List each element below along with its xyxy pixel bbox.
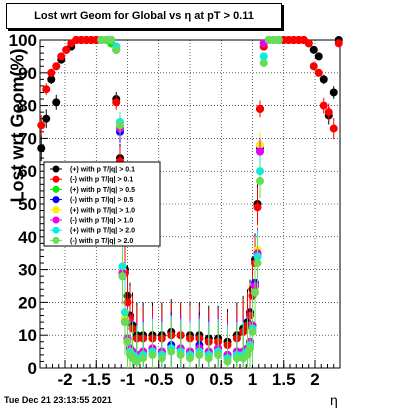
legend-label: (-) with p T/|q| > 2.0 <box>70 238 133 245</box>
data-point <box>251 288 259 297</box>
data-point <box>309 62 318 71</box>
data-point <box>204 354 213 363</box>
legend-marker <box>52 226 60 234</box>
data-point <box>259 58 268 67</box>
data-point <box>52 62 61 71</box>
data-point <box>62 45 71 54</box>
y-tick-label: 40 <box>18 228 37 247</box>
data-point <box>253 259 262 268</box>
series-8 <box>97 36 283 368</box>
data-point <box>314 52 323 61</box>
chart-title: Lost wrt Geom for Global vs η at pT > 0.… <box>6 3 282 29</box>
data-point <box>195 350 204 359</box>
data-point <box>112 98 121 107</box>
y-tick-label: 30 <box>18 261 37 280</box>
x-tick-label: -1 <box>120 370 135 389</box>
data-point <box>186 354 194 363</box>
y-tick-label: 0 <box>28 359 37 378</box>
data-point <box>37 121 46 130</box>
legend-marker <box>52 196 60 204</box>
data-point <box>329 124 338 133</box>
data-point <box>132 357 141 366</box>
legend-label: (-) with p T/|q| > 0.5 <box>70 197 133 204</box>
legend-label: (+) with p T/|q| > 0.5 <box>70 187 135 194</box>
data-point <box>116 121 124 130</box>
data-point <box>42 85 51 94</box>
legend-marker <box>52 185 60 193</box>
data-point <box>112 45 121 54</box>
data-point <box>334 39 343 48</box>
x-tick-label: 1.5 <box>272 370 296 389</box>
data-point <box>139 354 148 363</box>
data-point <box>148 350 157 359</box>
data-point <box>256 177 264 186</box>
timestamp: Tue Dec 21 23:13:55 2021 <box>4 395 112 405</box>
data-point <box>329 88 338 97</box>
data-point <box>176 350 185 359</box>
data-point <box>37 144 46 153</box>
data-point <box>253 203 262 212</box>
y-tick-label: 90 <box>18 64 37 83</box>
x-tick-label: -0.5 <box>144 370 173 389</box>
x-tick-label: -1.5 <box>82 370 111 389</box>
data-point <box>47 75 56 84</box>
legend-marker <box>52 206 60 214</box>
legend-marker <box>52 216 60 224</box>
legend-marker <box>52 165 60 173</box>
legend-label: (+) with p T/|q| > 2.0 <box>70 228 135 235</box>
data-point <box>52 98 61 107</box>
data-point <box>256 104 264 113</box>
legend-label: (-) with p T/|q| > 1.0 <box>70 218 133 225</box>
x-tick-label: 0 <box>185 370 194 389</box>
y-tick-label: 10 <box>18 326 37 345</box>
data-point <box>167 347 176 356</box>
y-axis-title: Lost wrt Geom(%) <box>7 48 28 203</box>
data-point <box>107 36 116 44</box>
y-tick-label: 100 <box>9 31 37 50</box>
data-point <box>42 114 51 123</box>
data-series <box>37 36 343 368</box>
y-tick-label: 50 <box>18 195 37 214</box>
legend-marker <box>52 236 60 244</box>
data-point <box>214 350 223 359</box>
legend: (+) with p T/|q| > 0.1 (-) with p T/|q| >… <box>43 161 161 247</box>
y-tick-label: 80 <box>18 97 37 116</box>
legend-label: (+) with p T/|q| > 1.0 <box>70 207 135 214</box>
data-point <box>319 101 328 110</box>
legend-box <box>43 161 161 247</box>
data-point <box>304 39 313 48</box>
data-point <box>57 52 66 61</box>
data-point <box>223 357 232 366</box>
legend-marker <box>52 175 60 183</box>
data-point <box>232 354 241 363</box>
data-point <box>309 45 318 54</box>
data-point <box>47 68 56 77</box>
data-point <box>118 272 127 281</box>
data-point <box>259 52 268 61</box>
x-tick-label: 0.5 <box>209 370 233 389</box>
y-tick-label: 60 <box>18 162 37 181</box>
legend-label: (-) with p T/|q| > 0.1 <box>70 177 133 184</box>
axis-ticks: -2 -1.5 -1 -0.5 0 0.5 1 1.5 20102030405060708090… <box>9 31 335 389</box>
y-tick-label: 70 <box>18 129 37 148</box>
x-axis-title: η <box>330 392 338 408</box>
x-tick-label: 1 <box>248 370 257 389</box>
data-point <box>157 354 166 363</box>
data-point <box>319 75 328 84</box>
data-point <box>324 108 333 117</box>
x-tick-label: 2 <box>310 370 319 389</box>
data-point <box>248 327 257 336</box>
data-point <box>314 68 323 77</box>
data-point <box>274 36 283 44</box>
y-tick-label: 20 <box>18 293 37 312</box>
data-point <box>256 147 264 156</box>
legend-label: (+) with p T/|q| > 0.1 <box>70 167 135 174</box>
x-tick-label: -2 <box>57 370 72 389</box>
